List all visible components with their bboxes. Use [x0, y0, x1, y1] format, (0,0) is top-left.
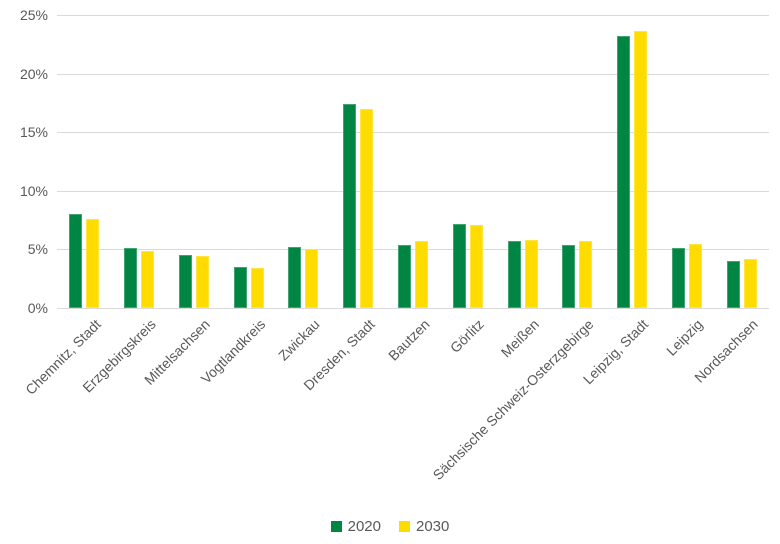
- legend-item-2020: 2020: [330, 518, 381, 535]
- bar-2030-category-9: [524, 240, 538, 308]
- gridline: [57, 15, 769, 16]
- bar-2020-category-2: [124, 248, 138, 308]
- y-axis-tick-label: 5%: [27, 241, 48, 258]
- bar-2020-category-4: [233, 266, 247, 308]
- bar-2030-category-8: [469, 224, 483, 308]
- gridline: [57, 249, 769, 251]
- gridline: [57, 73, 769, 75]
- y-axis-tick-label: 20%: [19, 65, 48, 82]
- bar-2030-category-5: [305, 249, 319, 308]
- bar-2030-category-4: [250, 268, 264, 308]
- bar-2020-category-1: [69, 214, 83, 308]
- bar-2020-category-11: [617, 36, 631, 308]
- y-axis: 0% 5% 10% 15% 20% 25%: [0, 7, 48, 316]
- bar-2020-category-10: [562, 244, 576, 308]
- x-axis-category-label: Görlitz: [447, 316, 488, 356]
- y-axis-tick-label: 15%: [19, 124, 48, 141]
- x-axis-category-label: Meißen: [497, 316, 542, 361]
- legend-swatch-icon: [330, 521, 342, 532]
- bar-2020-category-9: [507, 241, 521, 308]
- bar-2020-category-7: [398, 244, 411, 308]
- legend: 2020 2030: [0, 518, 780, 535]
- x-axis-category-label: Bautzen: [384, 316, 433, 364]
- bar-2030-category-12: [688, 243, 702, 308]
- bar-2020-category-6: [343, 104, 357, 308]
- y-axis-tick-label: 25%: [19, 7, 48, 23]
- legend-item-2030: 2030: [399, 518, 449, 535]
- bar-2030-category-13: [743, 258, 757, 308]
- gridline: [57, 190, 769, 192]
- bar-2030-category-1: [86, 218, 100, 308]
- bar-2020-category-12: [671, 248, 685, 308]
- bar-2030-category-10: [579, 241, 593, 308]
- x-axis-category-label: Zwickau: [275, 316, 323, 364]
- bar-2030-category-7: [415, 241, 428, 308]
- x-axis-category-label: Leipzig: [663, 316, 707, 359]
- bar-2020-category-8: [452, 223, 466, 308]
- legend-label: 2030: [416, 518, 450, 535]
- bar-2030-category-3: [195, 256, 209, 308]
- bar-2030-category-2: [141, 250, 155, 308]
- bar-2030-category-6: [360, 108, 374, 308]
- plot-area: [57, 15, 769, 309]
- legend-label: 2020: [347, 518, 381, 535]
- x-axis-line: [57, 308, 769, 309]
- y-axis-tick-label: 10%: [19, 182, 48, 199]
- bar-2020-category-5: [288, 247, 302, 308]
- y-axis-tick-label: 0%: [27, 300, 48, 316]
- bar-2030-category-11: [634, 31, 648, 308]
- bar-2020-category-13: [726, 261, 740, 308]
- legend-swatch-icon: [399, 521, 410, 532]
- gridline: [57, 132, 769, 134]
- bar-2020-category-3: [178, 255, 192, 308]
